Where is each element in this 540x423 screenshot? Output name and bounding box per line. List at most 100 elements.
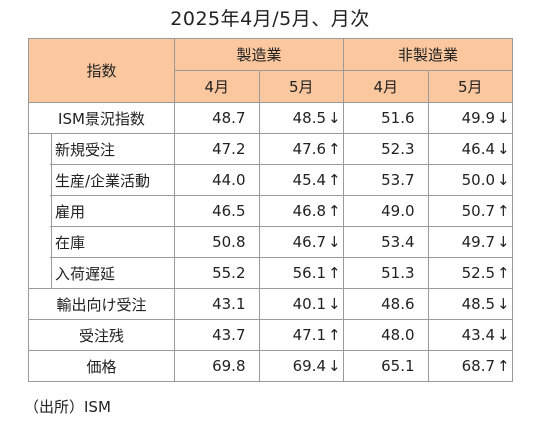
row-label-text: 入荷遅延 bbox=[55, 264, 116, 283]
cell-value: 50.7 bbox=[461, 202, 496, 220]
table-row: 生産/企業活動 44.0 45.4 ↑ 53.7 50.0 ↓ bbox=[28, 164, 514, 196]
trend-arrow-icon: ↓ bbox=[497, 233, 510, 251]
trend-arrow-icon: ↓ bbox=[497, 326, 510, 344]
trend-arrow-icon: ↓ bbox=[328, 295, 341, 313]
table-row: 価格 69.8 69.4 ↓ 65.1 68.7 ↑ bbox=[28, 350, 514, 382]
row-label: 受注残 bbox=[28, 319, 175, 351]
table-cell: 47.1 ↑ bbox=[258, 319, 345, 351]
table-cell: 46.8 ↑ bbox=[258, 195, 345, 227]
month-header: 5月 bbox=[258, 70, 345, 103]
table-cell: 48.0 bbox=[343, 319, 429, 351]
table-cell: 48.7 bbox=[174, 102, 260, 134]
month-header: 4月 bbox=[343, 70, 429, 103]
table-cell: 46.5 bbox=[174, 195, 260, 227]
cell-value: 46.4 bbox=[461, 140, 496, 158]
table-cell: 55.2 bbox=[174, 257, 260, 289]
cell-value: 49.7 bbox=[461, 233, 496, 251]
table-cell: 47.6 ↑ bbox=[258, 133, 345, 165]
table-cell: 43.7 bbox=[174, 319, 260, 351]
cell-value: 56.1 bbox=[292, 264, 327, 282]
trend-arrow-icon: ↑ bbox=[328, 326, 341, 344]
cell-value: 40.1 bbox=[292, 295, 327, 313]
month-header: 5月 bbox=[427, 70, 514, 103]
table-cell: 49.7 ↓ bbox=[427, 226, 514, 258]
table-cell: 51.3 bbox=[343, 257, 429, 289]
table-cell: 44.0 bbox=[174, 164, 260, 196]
cell-value: 47.1 bbox=[292, 326, 327, 344]
trend-arrow-icon: ↑ bbox=[328, 140, 341, 158]
cell-value: 49.9 bbox=[461, 109, 496, 127]
table-cell: 46.7 ↓ bbox=[258, 226, 345, 258]
table-body: ISM景況指数 48.7 48.5 ↓ 51.6 49.9 ↓ 新規受注 47.2 … bbox=[28, 102, 514, 382]
group-header-manufacturing: 製造業 bbox=[173, 38, 345, 71]
table-cell: 40.1 ↓ bbox=[258, 288, 345, 320]
table-cell: 52.3 bbox=[343, 133, 429, 165]
cell-value: 48.5 bbox=[461, 295, 496, 313]
trend-arrow-icon: ↑ bbox=[328, 202, 341, 220]
month-header: 4月 bbox=[174, 70, 260, 103]
table-cell: 56.1 ↑ bbox=[258, 257, 345, 289]
table-cell: 50.7 ↑ bbox=[427, 195, 514, 227]
table-cell: 52.5 ↑ bbox=[427, 257, 514, 289]
table-cell: 53.7 bbox=[343, 164, 429, 196]
row-label: 入荷遅延 bbox=[28, 257, 175, 289]
table-cell: 69.4 ↓ bbox=[258, 350, 345, 382]
cell-value: 50.0 bbox=[461, 171, 496, 189]
table-cell: 50.0 ↓ bbox=[427, 164, 514, 196]
cell-value: 43.4 bbox=[461, 326, 496, 344]
trend-arrow-icon: ↓ bbox=[497, 140, 510, 158]
table-cell: 45.4 ↑ bbox=[258, 164, 345, 196]
row-label-text: 雇用 bbox=[55, 202, 86, 221]
cell-value: 46.7 bbox=[292, 233, 327, 251]
label-column-header: 指数 bbox=[28, 38, 175, 103]
source-note: （出所）ISM bbox=[24, 398, 111, 416]
row-label-text: 新規受注 bbox=[55, 140, 116, 159]
cell-value: 52.5 bbox=[461, 264, 496, 282]
row-label: 新規受注 bbox=[28, 133, 175, 165]
table-cell: 51.6 bbox=[343, 102, 429, 134]
trend-arrow-icon: ↑ bbox=[497, 202, 510, 220]
table-row: 雇用 46.5 46.8 ↑ 49.0 50.7 ↑ bbox=[28, 195, 514, 227]
table-cell: 48.5 ↓ bbox=[258, 102, 345, 134]
table-cell: 49.9 ↓ bbox=[427, 102, 514, 134]
table-cell: 43.4 ↓ bbox=[427, 319, 514, 351]
table-cell: 69.8 bbox=[174, 350, 260, 382]
table-cell: 47.2 bbox=[174, 133, 260, 165]
row-label: 在庫 bbox=[28, 226, 175, 258]
ism-index-table: 指数 製造業 非製造業 4月 5月 4月 5月 ISM景況指数 48.7 48.… bbox=[28, 38, 514, 382]
table-cell: 48.6 bbox=[343, 288, 429, 320]
trend-arrow-icon: ↓ bbox=[328, 109, 341, 127]
cell-value: 48.5 bbox=[292, 109, 327, 127]
cell-value: 47.6 bbox=[292, 140, 327, 158]
row-label: 生産/企業活動 bbox=[28, 164, 175, 196]
row-label: ISM景況指数 bbox=[28, 102, 175, 134]
trend-arrow-icon: ↑ bbox=[497, 357, 510, 375]
table-cell: 48.5 ↓ bbox=[427, 288, 514, 320]
row-label-text: 生産/企業活動 bbox=[55, 171, 151, 190]
trend-arrow-icon: ↓ bbox=[328, 357, 341, 375]
trend-arrow-icon: ↑ bbox=[328, 264, 341, 282]
row-label: 雇用 bbox=[28, 195, 175, 227]
row-label: 輸出向け受注 bbox=[28, 288, 175, 320]
table-cell: 50.8 bbox=[174, 226, 260, 258]
trend-arrow-icon: ↓ bbox=[497, 109, 510, 127]
trend-arrow-icon: ↑ bbox=[497, 264, 510, 282]
table-cell: 65.1 bbox=[343, 350, 429, 382]
cell-value: 68.7 bbox=[461, 357, 496, 375]
table-cell: 49.0 bbox=[343, 195, 429, 227]
group-header-non-manufacturing: 非製造業 bbox=[343, 38, 514, 71]
table-row: 新規受注 47.2 47.6 ↑ 52.3 46.4 ↓ bbox=[28, 133, 514, 165]
table-cell: 46.4 ↓ bbox=[427, 133, 514, 165]
table-row: 輸出向け受注 43.1 40.1 ↓ 48.6 48.5 ↓ bbox=[28, 288, 514, 320]
table-cell: 53.4 bbox=[343, 226, 429, 258]
trend-arrow-icon: ↓ bbox=[497, 295, 510, 313]
cell-value: 45.4 bbox=[292, 171, 327, 189]
trend-arrow-icon: ↓ bbox=[328, 233, 341, 251]
row-label-text: 在庫 bbox=[55, 233, 86, 252]
row-label: 価格 bbox=[28, 350, 175, 382]
table-row: 受注残 43.7 47.1 ↑ 48.0 43.4 ↓ bbox=[28, 319, 514, 351]
trend-arrow-icon: ↑ bbox=[328, 171, 341, 189]
cell-value: 46.8 bbox=[292, 202, 327, 220]
table-row: 在庫 50.8 46.7 ↓ 53.4 49.7 ↓ bbox=[28, 226, 514, 258]
table-row: ISM景況指数 48.7 48.5 ↓ 51.6 49.9 ↓ bbox=[28, 102, 514, 134]
